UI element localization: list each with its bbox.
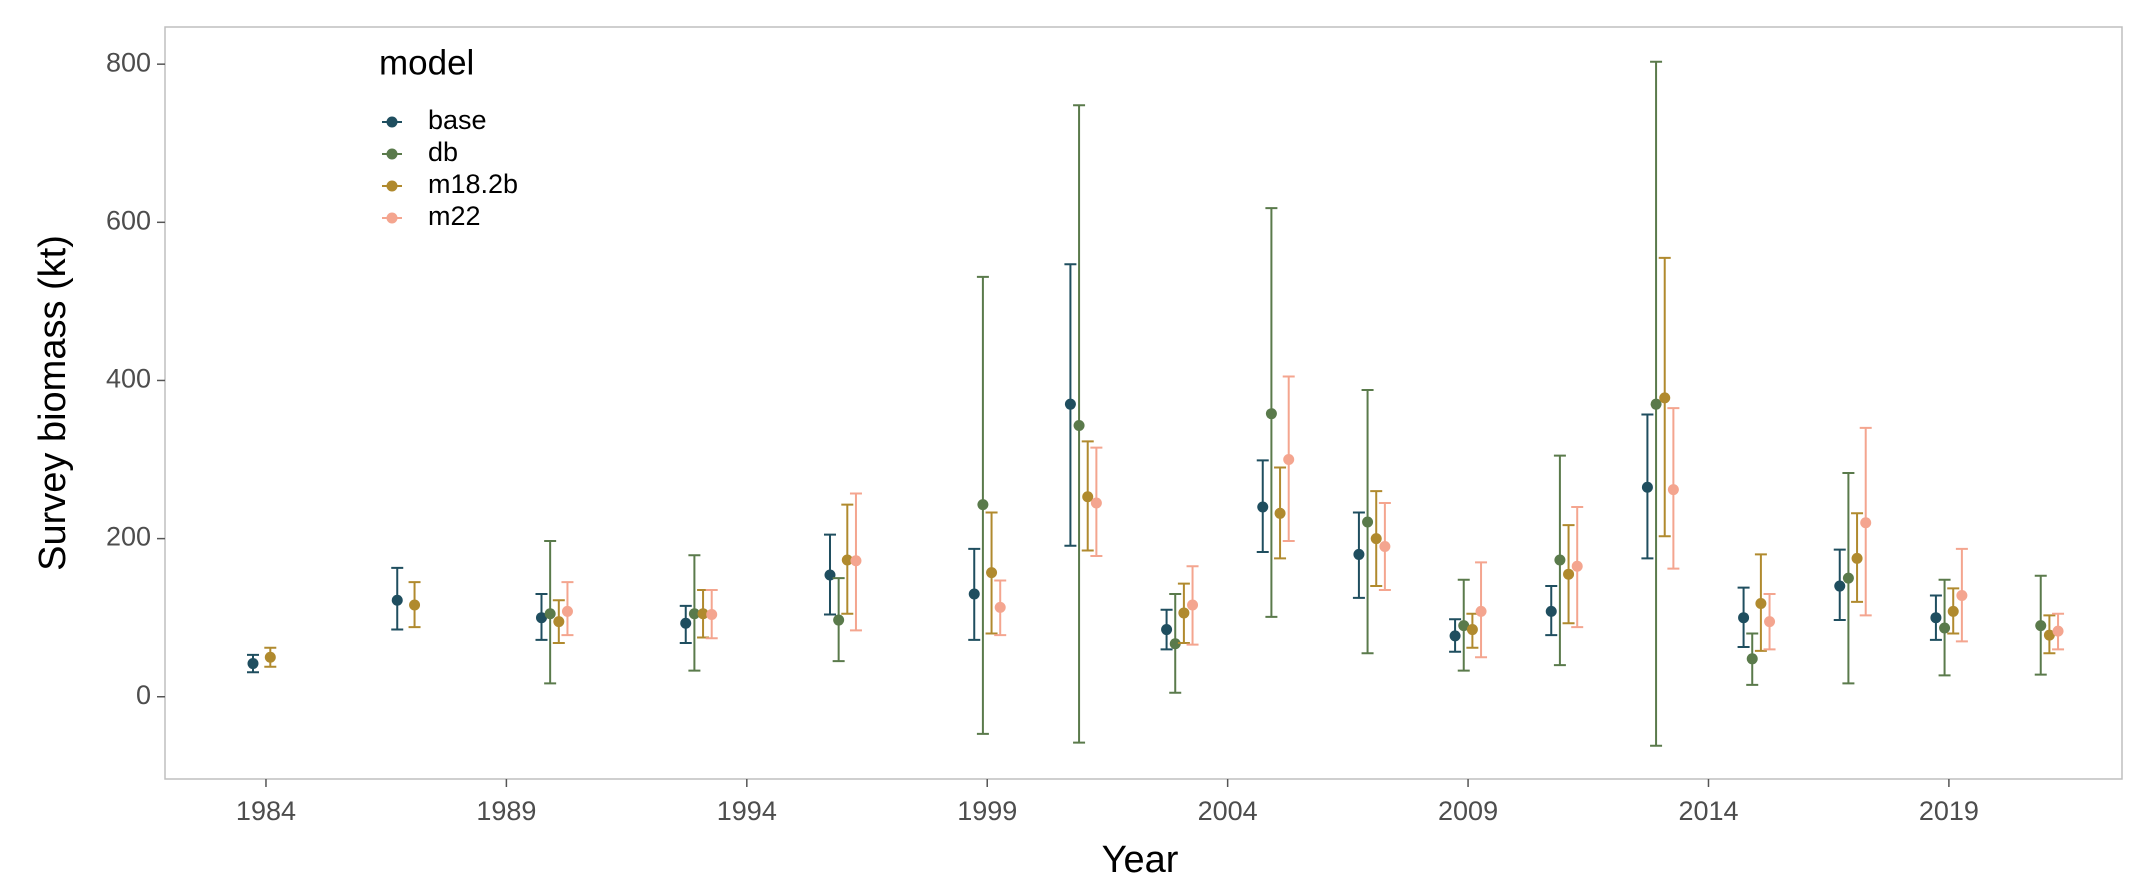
legend-swatch xyxy=(386,180,398,192)
legend-label: m22 xyxy=(428,201,481,231)
point xyxy=(1571,560,1583,572)
point xyxy=(1842,572,1854,584)
point xyxy=(1187,599,1199,611)
point xyxy=(1650,398,1662,410)
point xyxy=(1475,605,1487,617)
legend-title: model xyxy=(379,43,474,82)
point xyxy=(1834,580,1846,592)
point xyxy=(1379,541,1391,553)
point xyxy=(1641,481,1653,493)
point xyxy=(688,608,700,620)
point xyxy=(1449,630,1461,642)
x-axis-title: Year xyxy=(1102,839,1179,881)
point xyxy=(1860,517,1872,529)
x-tick-label: 1999 xyxy=(957,796,1017,826)
point xyxy=(697,608,709,620)
point xyxy=(553,616,565,628)
legend-label: base xyxy=(428,105,487,135)
x-tick-label: 2004 xyxy=(1198,796,1258,826)
point xyxy=(986,567,998,579)
point xyxy=(1563,568,1575,580)
point xyxy=(561,605,573,617)
point xyxy=(391,594,403,606)
legend-swatch xyxy=(386,148,398,160)
point xyxy=(544,608,556,620)
point xyxy=(680,617,692,629)
legend-label: db xyxy=(428,137,458,167)
y-tick-label: 0 xyxy=(136,680,151,710)
point xyxy=(1947,605,1959,617)
point xyxy=(1667,484,1679,496)
point xyxy=(1659,392,1671,404)
point xyxy=(1554,554,1566,566)
point xyxy=(1169,638,1181,650)
x-tick-label: 1984 xyxy=(236,796,296,826)
point xyxy=(1082,491,1094,503)
point xyxy=(1274,507,1286,519)
point xyxy=(535,612,547,624)
panel xyxy=(164,26,2123,780)
point xyxy=(1466,624,1478,636)
point xyxy=(968,588,980,600)
y-tick-label: 600 xyxy=(106,205,151,235)
point xyxy=(264,651,276,663)
point xyxy=(1073,420,1085,432)
point xyxy=(1458,620,1470,632)
point xyxy=(1178,607,1190,619)
point xyxy=(1353,548,1365,560)
point xyxy=(706,609,718,621)
point xyxy=(1764,616,1776,628)
y-tick-label: 400 xyxy=(106,364,151,394)
point xyxy=(1545,605,1557,617)
point xyxy=(1362,516,1374,528)
point xyxy=(1956,590,1968,602)
point xyxy=(1851,552,1863,564)
point xyxy=(1755,597,1767,609)
point xyxy=(1090,497,1102,509)
x-tick-label: 2019 xyxy=(1919,796,1979,826)
legend-swatch xyxy=(386,116,398,128)
y-tick-label: 800 xyxy=(106,47,151,77)
point xyxy=(2043,629,2055,641)
point xyxy=(2052,625,2064,637)
point xyxy=(1930,612,1942,624)
point xyxy=(409,599,421,611)
point xyxy=(1939,622,1951,634)
legend-swatch xyxy=(386,212,398,224)
point xyxy=(841,554,853,566)
point xyxy=(994,601,1006,613)
point xyxy=(1265,408,1277,420)
y-axis-title: Survey biomass (kt) xyxy=(32,235,74,571)
point xyxy=(1746,653,1758,665)
point xyxy=(2035,620,2047,632)
y-tick-label: 200 xyxy=(106,522,151,552)
point xyxy=(977,499,989,511)
x-tick-label: 2009 xyxy=(1438,796,1498,826)
point xyxy=(247,658,259,670)
x-tick-label: 2014 xyxy=(1678,796,1738,826)
point xyxy=(1161,624,1173,636)
x-tick-label: 1994 xyxy=(717,796,777,826)
point xyxy=(1738,612,1750,624)
point xyxy=(850,555,862,567)
x-tick-label: 1989 xyxy=(476,796,536,826)
point xyxy=(833,614,845,626)
legend-label: m18.2b xyxy=(428,169,518,199)
point xyxy=(1064,398,1076,410)
point xyxy=(1283,454,1295,466)
point xyxy=(1257,501,1269,513)
point xyxy=(1370,533,1382,545)
